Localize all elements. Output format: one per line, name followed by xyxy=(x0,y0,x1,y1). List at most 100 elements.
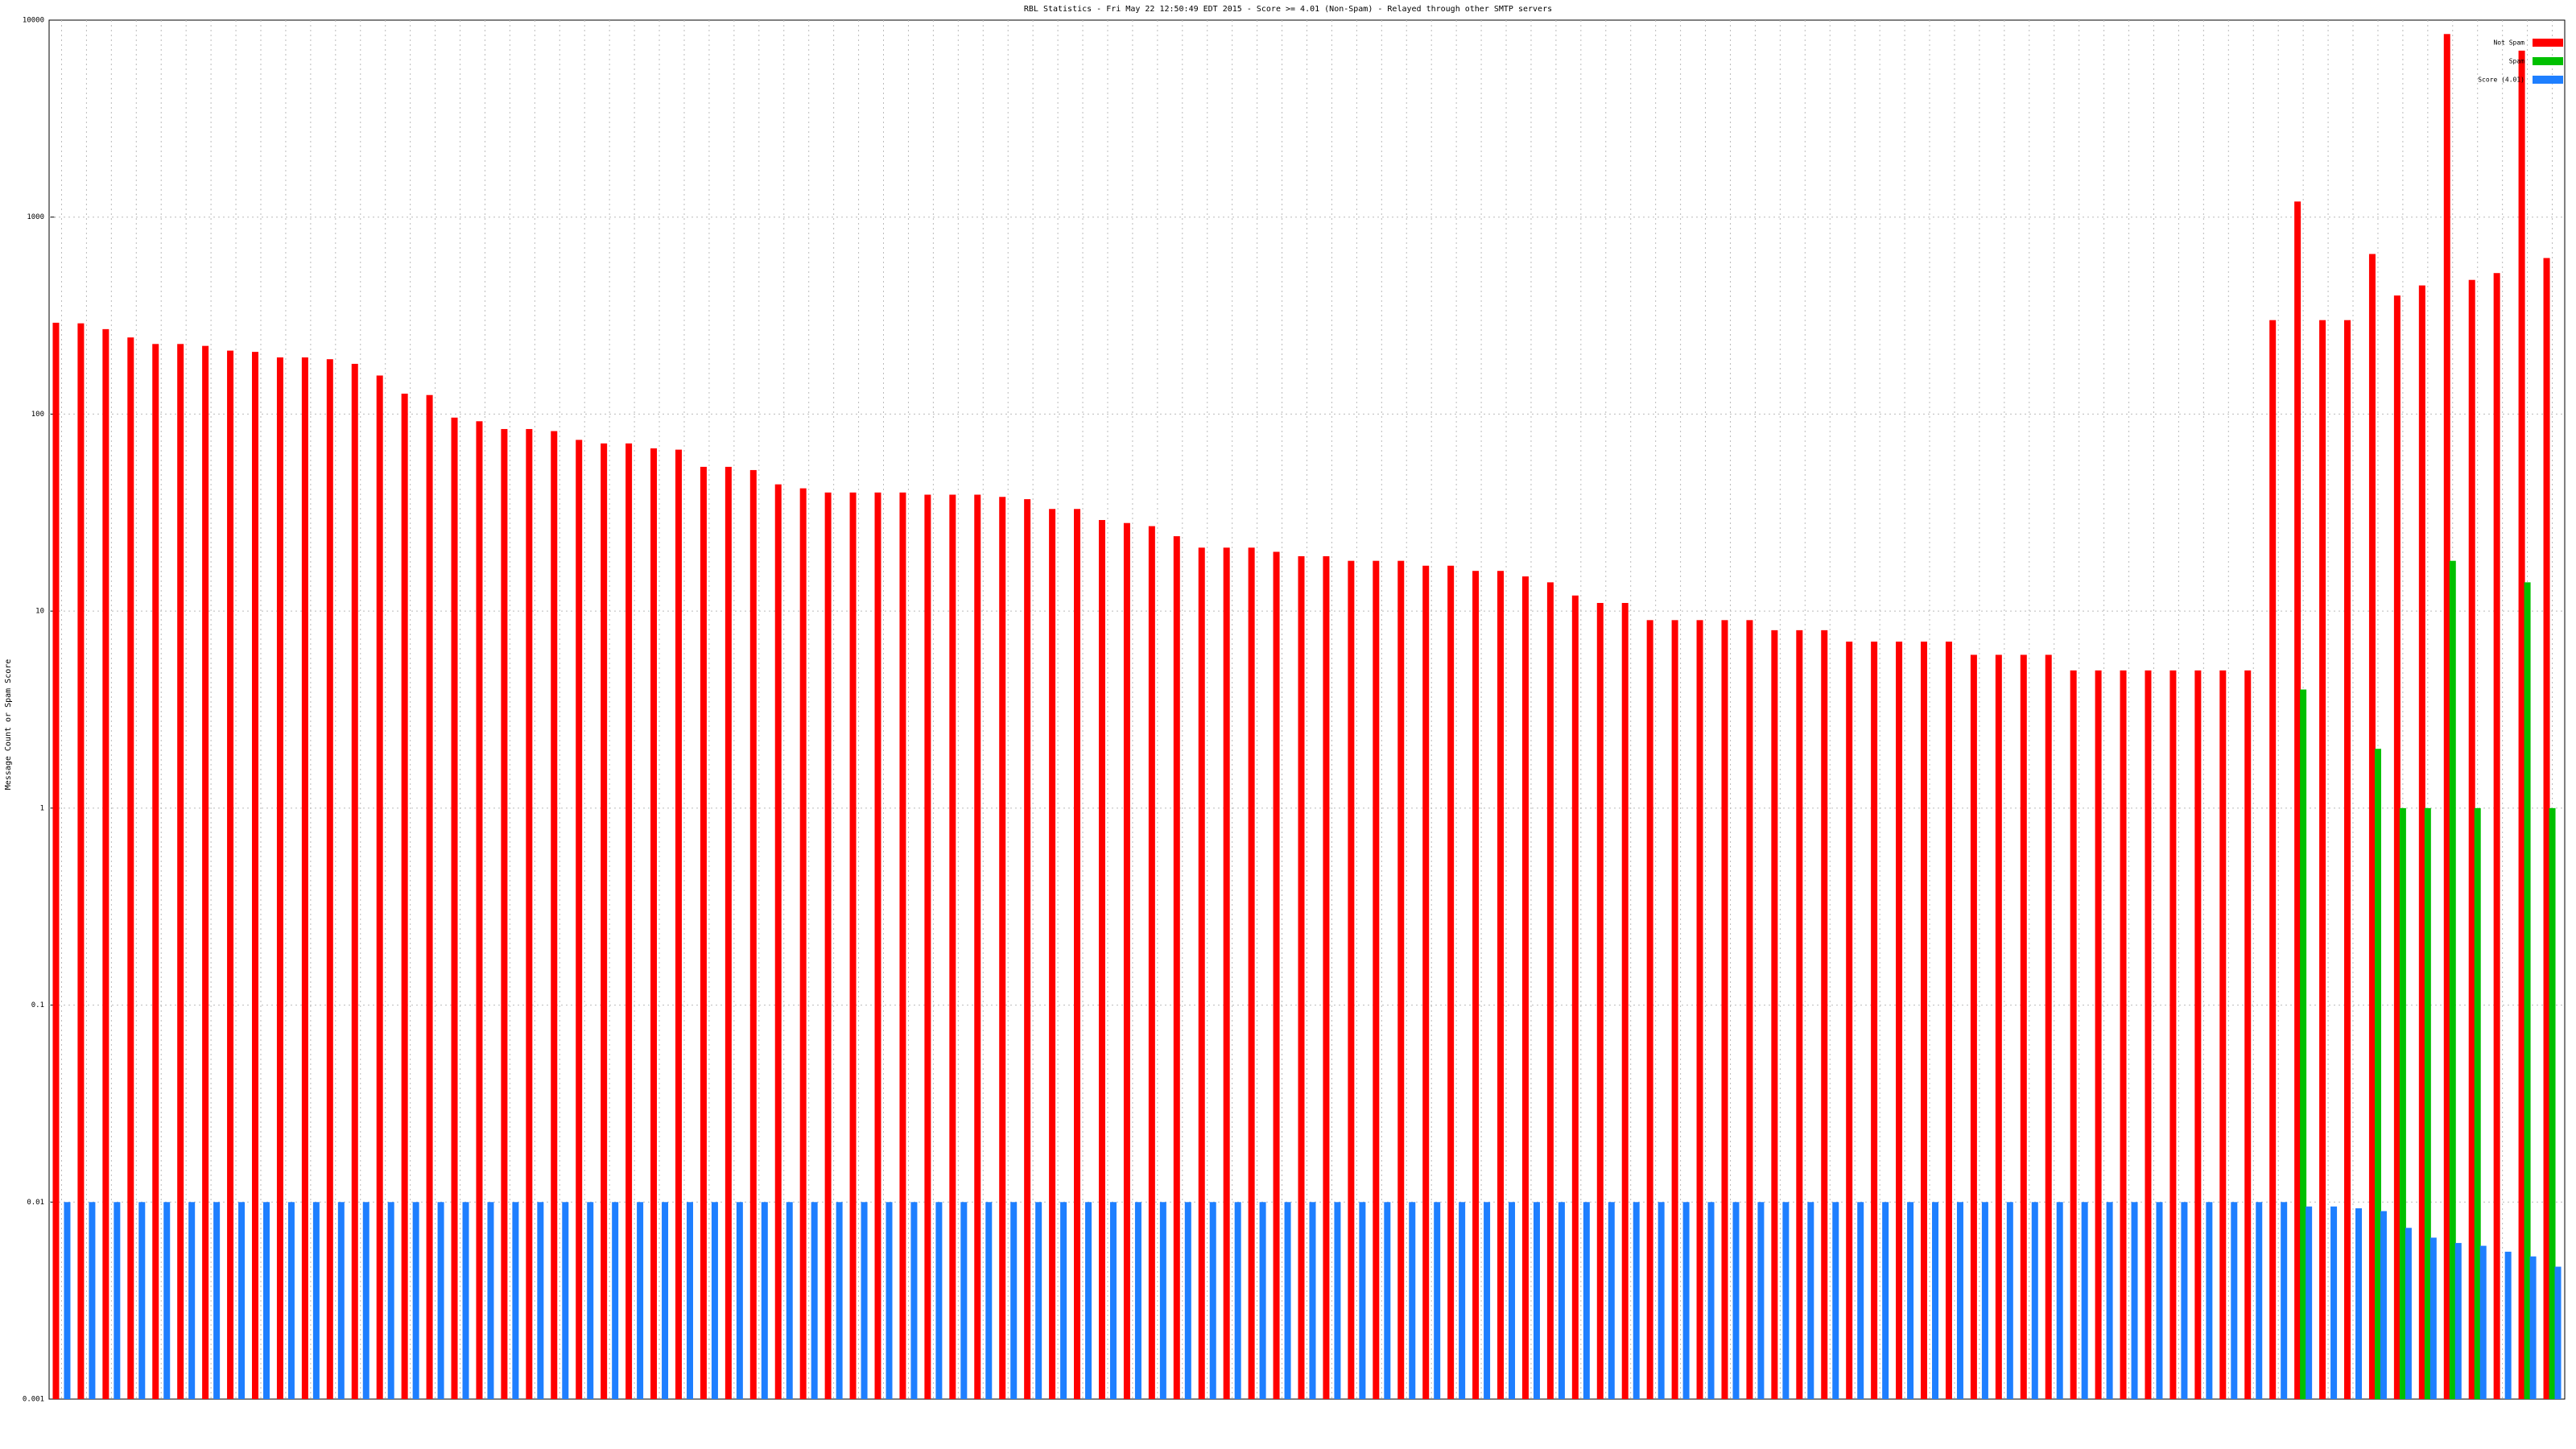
bar xyxy=(127,337,134,1399)
bar xyxy=(1596,603,1604,1399)
bar xyxy=(1509,1202,1516,1399)
bar xyxy=(188,1202,196,1399)
bar xyxy=(1348,560,1355,1399)
bar xyxy=(163,1202,171,1399)
legend-swatch xyxy=(2533,76,2563,84)
bar xyxy=(1359,1202,1366,1399)
bar xyxy=(89,1202,96,1399)
bar xyxy=(2368,254,2376,1399)
bar xyxy=(1921,642,1928,1399)
bar xyxy=(1472,571,1480,1399)
bar xyxy=(1533,1202,1540,1399)
bar xyxy=(1546,582,1554,1399)
bar xyxy=(2543,258,2550,1399)
bar xyxy=(849,492,857,1399)
bar xyxy=(1821,630,1828,1399)
bar xyxy=(1497,571,1505,1399)
bar xyxy=(2269,320,2277,1400)
bar xyxy=(1757,1202,1765,1399)
bar xyxy=(625,443,633,1399)
bar xyxy=(287,1202,295,1399)
bar xyxy=(2474,807,2481,1399)
bar xyxy=(1771,630,1778,1399)
bar xyxy=(238,1202,246,1399)
bar xyxy=(761,1202,768,1399)
bar xyxy=(811,1202,818,1399)
bar xyxy=(2524,582,2531,1399)
bar xyxy=(114,1202,121,1399)
bar xyxy=(1932,1202,1939,1399)
bar xyxy=(2479,1245,2487,1399)
bar xyxy=(1259,1202,1266,1399)
bar xyxy=(700,466,707,1399)
bar xyxy=(1871,642,1878,1399)
bar xyxy=(1273,551,1280,1399)
bar xyxy=(1796,630,1803,1399)
y-tick-label: 0.001 xyxy=(23,1396,44,1404)
bar xyxy=(1571,595,1579,1399)
bar xyxy=(1134,1202,1141,1399)
bar xyxy=(774,484,782,1399)
bar xyxy=(2355,1208,2363,1399)
bar xyxy=(1657,1202,1665,1399)
bar xyxy=(227,350,234,1399)
bar xyxy=(587,1202,594,1399)
bar xyxy=(462,1202,469,1399)
bar xyxy=(1907,1202,1914,1399)
bar xyxy=(2529,1256,2537,1399)
legend-swatch xyxy=(2533,39,2563,47)
bar xyxy=(2429,1237,2437,1399)
bar xyxy=(2020,654,2027,1399)
bar xyxy=(1049,509,1056,1399)
bar xyxy=(376,375,383,1399)
bar xyxy=(1882,1202,1889,1399)
bar xyxy=(2374,749,2381,1399)
bar xyxy=(2518,50,2525,1399)
bar xyxy=(1248,547,1255,1399)
bar xyxy=(537,1202,544,1399)
bar xyxy=(2418,285,2425,1399)
bar xyxy=(2493,273,2500,1400)
bar xyxy=(824,492,832,1399)
bar xyxy=(2045,654,2052,1399)
bar xyxy=(1782,1202,1790,1399)
bar xyxy=(1284,1202,1291,1399)
bar xyxy=(2006,1202,2013,1399)
bar xyxy=(1558,1202,1565,1399)
bar xyxy=(1334,1202,1341,1399)
bar xyxy=(2405,1228,2412,1399)
bar xyxy=(724,466,732,1399)
bar xyxy=(312,1202,320,1399)
bar xyxy=(1484,1202,1491,1399)
bar xyxy=(52,322,60,1399)
bar xyxy=(1896,642,1903,1399)
bar xyxy=(562,1202,569,1399)
bar xyxy=(1373,560,1380,1399)
bar xyxy=(526,428,533,1399)
bar xyxy=(1010,1202,1018,1399)
bar xyxy=(2156,1202,2163,1399)
y-axis-label: Message Count or Spam Score xyxy=(4,659,13,791)
bar xyxy=(64,1202,71,1399)
bar xyxy=(1209,1202,1216,1399)
bar xyxy=(1846,642,1853,1399)
y-tick-label: 0.01 xyxy=(27,1199,44,1207)
bar xyxy=(1970,654,1977,1399)
y-tick-label: 0.1 xyxy=(31,1001,44,1009)
bar xyxy=(2281,1202,2288,1399)
bar xyxy=(1608,1202,1615,1399)
bar xyxy=(999,497,1006,1400)
y-tick-label: 10 xyxy=(35,608,44,616)
bar xyxy=(1682,1202,1690,1399)
bar xyxy=(1074,509,1081,1399)
bar xyxy=(2300,689,2307,1399)
bar xyxy=(601,443,608,1399)
bar xyxy=(1198,547,1205,1399)
bar xyxy=(2219,670,2227,1399)
bar xyxy=(1098,519,1105,1399)
bar xyxy=(476,421,483,1399)
bar xyxy=(2306,1206,2313,1399)
bar xyxy=(1995,654,2002,1399)
bar xyxy=(1060,1202,1067,1399)
